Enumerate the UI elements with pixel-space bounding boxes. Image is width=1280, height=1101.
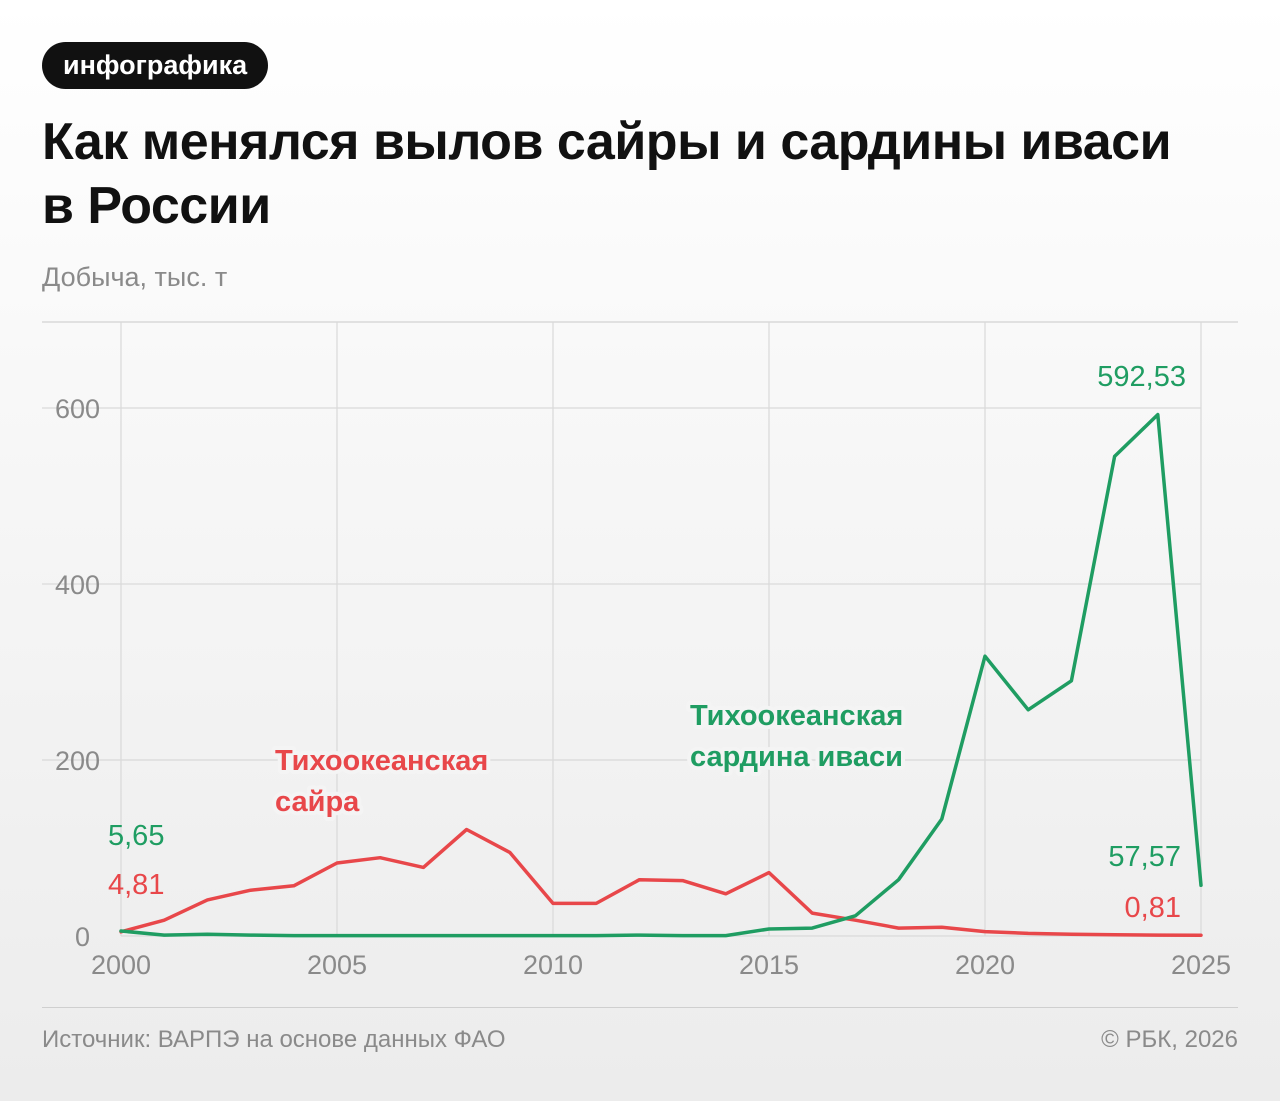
saury-series-label: Тихоокеанская [275,745,488,777]
y-axis-label: Добыча, тыс. т [42,262,228,292]
x-tick-label: 2005 [307,950,367,980]
tick-layer: 2000 2005 2010 2015 2020 2025 0 200 400 600 [55,394,1231,980]
grid-layer [42,321,1238,937]
x-tick-label: 2010 [523,950,583,980]
y-tick-label: 400 [55,570,100,600]
series-layer [119,412,1203,938]
x-tick-label: 2025 [1171,950,1231,980]
sardine-peak-value-label: 592,53 [1097,361,1186,393]
saury-series-label: сайра [275,786,360,818]
sardine-series-label: Тихоокеанская [690,700,903,732]
page-title: Как менялся вылов сайры и сардины иваси … [42,113,1172,235]
source-note: Источник: ВАРПЭ на основе данных ФАО [42,1026,506,1053]
sardine-end-value-label: 57,57 [1108,841,1181,873]
sardine-start-value-label: 5,65 [108,820,164,852]
series-line-sardine [119,412,1203,938]
x-tick-label: 2020 [955,950,1015,980]
saury-start-value-label: 4,81 [108,869,164,901]
y-tick-label: 200 [55,746,100,776]
x-tick-label: 2000 [91,950,151,980]
saury-end-value-label: 0,81 [1125,892,1181,924]
label-layer: 5,65 4,81 592,53 57,57 0,81 Тихоокеанская сайр… [108,361,1186,924]
x-tick-label: 2015 [739,950,799,980]
y-tick-label: 600 [55,394,100,424]
y-tick-label: 0 [75,922,90,952]
copyright: © РБК, 2026 [1101,1026,1238,1053]
footer-divider [42,1007,1238,1008]
series-line-saury [119,827,1203,938]
sardine-series-label: сардина иваси [690,741,903,773]
infographic-badge: инфографика [42,42,269,89]
